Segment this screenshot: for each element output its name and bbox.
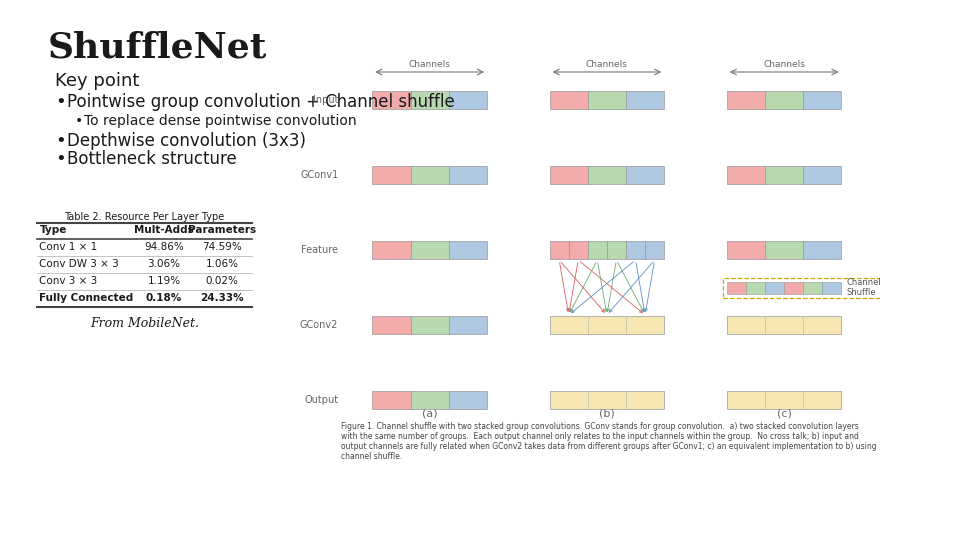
Bar [588,166,626,184]
Bar [549,166,588,184]
Bar [549,241,568,259]
Bar [626,166,664,184]
Bar [626,241,645,259]
Bar [804,241,841,259]
Text: Channels: Channels [763,60,805,69]
Text: Key point: Key point [55,72,139,90]
Text: Channels: Channels [409,60,450,69]
Text: GConv1: GConv1 [300,170,338,180]
Text: Mult-Adds: Mult-Adds [134,225,194,235]
Text: (a): (a) [421,408,438,418]
Bar [588,241,607,259]
Bar [588,91,626,109]
Text: •: • [55,132,65,150]
Bar [448,391,487,409]
Text: Parameters: Parameters [188,225,256,235]
Text: Pointwise group convolution + Channel shuffle: Pointwise group convolution + Channel sh… [67,93,455,111]
Bar [727,281,746,294]
Text: Feature: Feature [301,245,338,255]
Bar [372,391,411,409]
Text: ShuffleNet: ShuffleNet [48,30,267,64]
Text: From MobileNet.: From MobileNet. [90,317,199,330]
Bar [804,166,841,184]
Bar [411,241,448,259]
Text: 3.06%: 3.06% [148,259,180,269]
Bar [746,281,765,294]
Text: 1.06%: 1.06% [205,259,239,269]
Bar [727,391,841,409]
Text: Conv DW 3 × 3: Conv DW 3 × 3 [39,259,119,269]
Bar [823,281,841,294]
Bar [784,281,804,294]
Text: Depthwise convolution (3x3): Depthwise convolution (3x3) [67,132,306,150]
Text: 74.59%: 74.59% [203,242,242,252]
Text: 0.18%: 0.18% [146,293,182,303]
Text: Conv 1 × 1: Conv 1 × 1 [39,242,98,252]
Text: with the same number of groups.  Each output channel only relates to the input c: with the same number of groups. Each out… [341,432,859,441]
Text: channel shuffle.: channel shuffle. [341,452,402,461]
Bar [372,166,411,184]
Bar [765,91,804,109]
Bar [804,281,823,294]
Text: output channels are fully related when GConv2 takes data from different groups a: output channels are fully related when G… [341,442,876,451]
Bar [645,241,664,259]
Bar [372,316,411,334]
Bar [372,91,411,109]
Bar [549,91,588,109]
Text: Channels: Channels [586,60,628,69]
Text: Input: Input [313,95,338,105]
Text: •: • [55,93,65,111]
Bar [723,278,899,298]
Text: To replace dense pointwise convolution: To replace dense pointwise convolution [84,114,357,128]
Bar [804,91,841,109]
Text: (b): (b) [599,408,614,418]
Bar [626,91,664,109]
Text: 24.33%: 24.33% [201,293,244,303]
Bar [549,316,664,334]
Text: 94.86%: 94.86% [144,242,184,252]
Bar [549,391,664,409]
Bar [765,281,784,294]
Text: Table 2. Resource Per Layer Type: Table 2. Resource Per Layer Type [64,212,225,222]
Bar [448,316,487,334]
Bar [411,316,448,334]
Text: (c): (c) [777,408,792,418]
Bar [727,316,841,334]
Text: Conv 3 × 3: Conv 3 × 3 [39,276,98,286]
Bar [607,241,626,259]
Bar [568,241,588,259]
Bar [411,91,448,109]
Bar [372,241,411,259]
Bar [448,166,487,184]
Bar [765,166,804,184]
Text: Output: Output [304,395,338,405]
Text: Bottleneck structure: Bottleneck structure [67,150,237,168]
Text: GConv2: GConv2 [300,320,338,330]
Text: Type: Type [39,225,67,235]
Text: Fully Connected: Fully Connected [39,293,133,303]
Text: •: • [55,150,65,168]
Text: 0.02%: 0.02% [205,276,239,286]
Bar [448,91,487,109]
Bar [411,166,448,184]
Bar [411,391,448,409]
Text: 1.19%: 1.19% [148,276,180,286]
Bar [727,91,765,109]
Text: Figure 1. Channel shuffle with two stacked group convolutions. GConv stands for : Figure 1. Channel shuffle with two stack… [341,422,859,431]
Bar [765,241,804,259]
Bar [448,241,487,259]
Bar [727,241,765,259]
Bar [727,166,765,184]
Text: •: • [75,114,84,128]
Text: Channel
Shuffle: Channel Shuffle [847,278,881,297]
